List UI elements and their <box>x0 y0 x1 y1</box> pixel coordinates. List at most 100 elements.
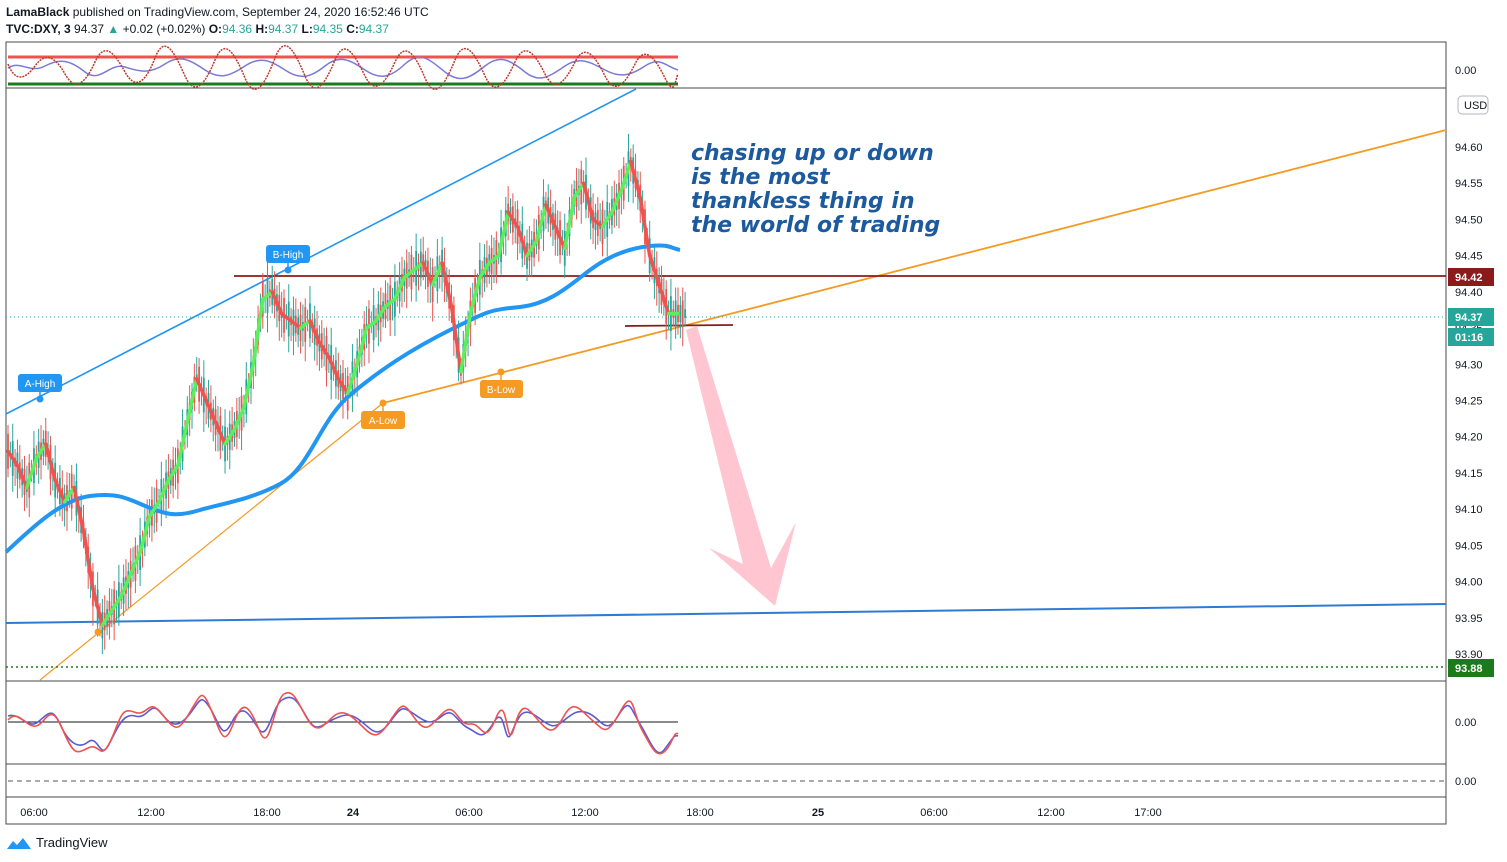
moving-average-segment <box>298 319 312 330</box>
x-tick-label: 18:00 <box>253 807 281 819</box>
upper-trend-line[interactable] <box>5 88 637 415</box>
open-label: O: <box>208 22 223 36</box>
high-label: H: <box>255 22 269 36</box>
moving-average-segment <box>572 181 586 200</box>
swing-low-point <box>94 628 102 636</box>
local-support-segment[interactable] <box>624 324 734 327</box>
oscillator-signal-line <box>7 56 679 80</box>
y-tick-label: 94.05 <box>1455 540 1483 552</box>
moving-average-segment <box>647 253 661 287</box>
low-value: 94.35 <box>312 22 343 36</box>
y-tick-label: 93.90 <box>1455 649 1483 661</box>
moving-average-segment <box>308 319 322 345</box>
top-oscillator-pane[interactable]: 0.00 <box>7 45 1476 91</box>
moving-average-segment <box>223 427 237 446</box>
annotation-line-3[interactable]: thankless thing in <box>691 189 915 214</box>
moving-average-segment <box>364 319 378 330</box>
moving-average-segment <box>619 159 633 193</box>
moving-average-segment <box>34 442 48 461</box>
moving-average-segment <box>581 181 595 222</box>
moving-average-segment <box>563 195 576 251</box>
moving-average-segment <box>204 398 218 424</box>
publish-info: LamaBlack published on TradingView.com, … <box>6 5 429 19</box>
currency-label: USD <box>1464 100 1487 112</box>
moving-average-segment <box>119 572 133 598</box>
annotation-line-2[interactable]: is the most <box>691 165 831 190</box>
y-tick-label: 94.00 <box>1455 577 1483 589</box>
y-tick-label: 94.20 <box>1455 432 1483 444</box>
moving-average-segment <box>110 594 123 613</box>
y-tick-label: 94.50 <box>1455 214 1483 226</box>
y-tick-label: 94.45 <box>1455 251 1483 263</box>
symbol-legend: TVC:DXY, 3 94.37 ▲ +0.02 (+0.02%) O:94.3… <box>6 22 389 36</box>
x-tick-label: 12:00 <box>1037 807 1065 819</box>
support-trend-line-lower[interactable] <box>39 402 384 681</box>
oscillator-zero-tick: 0.00 <box>1455 717 1476 729</box>
author-name[interactable]: LamaBlack <box>6 5 70 19</box>
moving-average-segment <box>534 203 548 243</box>
y-tick-label: 94.55 <box>1455 178 1483 190</box>
symbol-name[interactable]: TVC:DXY, 3 <box>6 22 71 36</box>
moving-average-segment <box>600 210 614 229</box>
x-tick-label: 24 <box>347 807 360 819</box>
y-tick-label: 94.25 <box>1455 396 1483 408</box>
moving-average-segment <box>459 311 473 374</box>
moving-average-segment <box>194 377 208 403</box>
lower-indicator-pane[interactable]: 0.00 <box>8 776 1476 788</box>
moving-average-segment <box>421 261 435 287</box>
countdown-tag <box>1448 328 1494 346</box>
b-high-marker[interactable]: B-High <box>266 245 310 274</box>
moving-average-segment <box>355 326 369 367</box>
moving-average-segment <box>553 224 567 251</box>
x-tick-label: 06:00 <box>20 807 48 819</box>
moving-average-segment <box>62 485 76 504</box>
moving-average-segment <box>374 304 388 323</box>
time-axis[interactable]: 06:00 12:00 18:00 24 06:00 12:00 18:00 25 06:00 1… <box>20 807 1162 819</box>
moving-average-segment <box>25 456 39 490</box>
moving-average-segment <box>440 261 454 309</box>
moving-average-segment <box>242 362 256 410</box>
countdown-label: 01:16 <box>1455 332 1483 344</box>
moving-average-segment <box>6 449 20 468</box>
moving-average-segment <box>449 304 463 374</box>
moving-average-segment <box>91 587 105 627</box>
support-trend-line[interactable] <box>382 129 1447 404</box>
b-low-marker[interactable]: B-Low <box>480 368 523 399</box>
moving-average-segment <box>279 311 293 323</box>
annotation-line-4[interactable]: the world of trading <box>691 213 940 238</box>
resistance-price-label: 94.42 <box>1455 272 1483 284</box>
open-value: 94.36 <box>222 22 253 36</box>
ema-line <box>4 243 681 554</box>
moving-average-segment <box>638 195 652 258</box>
legend-price: 94.37 <box>74 22 105 36</box>
y-tick-label: 94.40 <box>1455 287 1483 299</box>
a-high-marker[interactable]: A-High <box>18 374 62 403</box>
moving-average-segment <box>478 261 492 280</box>
y-tick-label: 94.30 <box>1455 359 1483 371</box>
moving-average-segment <box>468 275 482 316</box>
footer-brand[interactable]: TradingView <box>6 835 108 850</box>
moving-average-segment <box>232 405 246 432</box>
currency-badge[interactable] <box>1457 95 1489 115</box>
published-text: published on TradingView.com, September … <box>72 5 429 19</box>
moving-average-segment <box>128 550 142 577</box>
support-price-tag <box>1448 659 1494 677</box>
lower-trend-line[interactable] <box>5 603 1447 624</box>
x-tick-label: 12:00 <box>137 807 165 819</box>
candle-body <box>681 300 684 327</box>
annotation-line-1[interactable]: chasing up or down <box>691 141 934 166</box>
price-pane[interactable]: 94.6094.5594.5094.4594.4094.3594.3094.25… <box>4 88 1494 681</box>
oscillator-fast-line <box>7 691 679 755</box>
moving-average-segment <box>383 297 397 309</box>
moving-average-segment <box>544 203 558 229</box>
bottom-oscillator-pane[interactable]: 0.00 <box>7 691 1476 755</box>
x-tick-label: 25 <box>812 807 824 819</box>
a-low-marker[interactable]: A-Low <box>361 399 405 430</box>
y-tick-label: 94.60 <box>1455 142 1483 154</box>
moving-average-segment <box>185 377 199 424</box>
moving-average-segment <box>72 485 86 533</box>
down-arrow-drawing[interactable] <box>686 326 796 606</box>
b-low-label: B-Low <box>487 385 516 396</box>
moving-average-segment <box>506 210 520 229</box>
